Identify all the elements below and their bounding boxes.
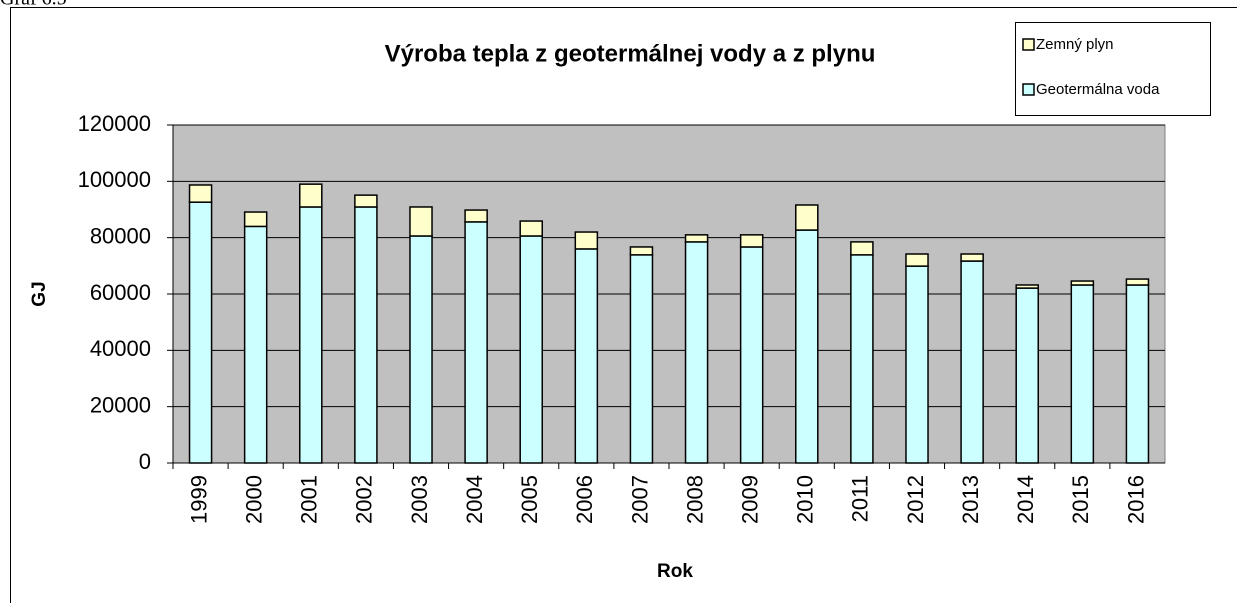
bar-segment [464,209,488,223]
bar-segment [464,221,488,464]
x-tick-label: 2014 [1013,475,1038,524]
bar-segment [299,183,323,208]
caption: Graf 6.5 [0,0,67,10]
legend-swatch [1022,83,1035,96]
y-tick-label: 120000 [78,111,151,136]
bar-segment [354,206,378,464]
bar-segment [243,211,268,228]
x-tick-label: 2005 [517,475,542,524]
legend-label: Geotermálna voda [1036,81,1160,98]
y-tick-label: 40000 [90,336,151,361]
bar-segment [519,235,543,464]
legend [1015,22,1211,116]
bar-segment [354,194,378,208]
bar-segment [188,184,213,203]
x-tick-label: 2006 [572,475,597,524]
x-tick-label: 2012 [903,475,928,524]
bar-segment [684,241,709,464]
bar-segment [519,220,543,237]
bar-segment [1125,284,1150,464]
bar-segment [409,235,433,464]
bar-segment [629,254,654,464]
bar-segment [905,253,929,267]
bar-segment [960,260,984,464]
bar-segment [299,206,323,464]
bar-segment [795,229,819,464]
legend-swatch [1022,38,1035,51]
bar-segment [409,206,433,237]
y-tick-label: 60000 [90,280,151,305]
bar-segment [960,253,984,262]
bar-segment [1070,280,1095,286]
y-tick-label: 100000 [78,167,151,192]
bar-segment [1015,284,1039,289]
bar-segment [188,201,213,464]
bar-segment [739,234,764,248]
bar-segment [850,254,874,464]
bar-segment [1015,287,1039,464]
legend-label: Zemný plyn [1036,36,1114,53]
y-tick-label: 20000 [90,392,151,417]
bar-segment [574,231,599,250]
x-axis-title: Rok [657,561,693,582]
y-tick-label: 0 [139,449,151,474]
bar-segment [1125,278,1150,286]
bar-segment [684,234,709,243]
x-tick-label: 2000 [241,475,266,524]
x-tick-label: 2011 [848,475,873,522]
x-tick-label: 2002 [352,475,377,524]
x-tick-label: 2001 [297,475,322,524]
bar-segment [243,225,268,464]
bar-segment [905,265,929,464]
y-axis-title: GJ [29,281,50,306]
x-tick-label: 2015 [1068,475,1093,524]
x-tick-label: 2003 [407,475,432,524]
x-tick-label: 2010 [793,475,818,524]
chart-title: Výroba tepla z geotermálnej vody a z ply… [385,40,876,67]
x-tick-label: 2016 [1123,475,1148,524]
bar-segment [739,246,764,464]
bar-segment [1070,284,1095,464]
bar-segment [629,246,654,256]
y-tick-label: 80000 [90,223,151,248]
x-tick-label: 2013 [958,475,983,524]
bar-segment [574,248,599,464]
x-tick-label: 2008 [682,475,707,524]
x-tick-label: 2007 [627,475,652,524]
bar-segment [795,204,819,231]
x-tick-label: 1999 [186,475,211,524]
bar-segment [850,241,874,256]
x-tick-label: 2009 [737,475,762,524]
x-tick-label: 2004 [462,475,487,524]
